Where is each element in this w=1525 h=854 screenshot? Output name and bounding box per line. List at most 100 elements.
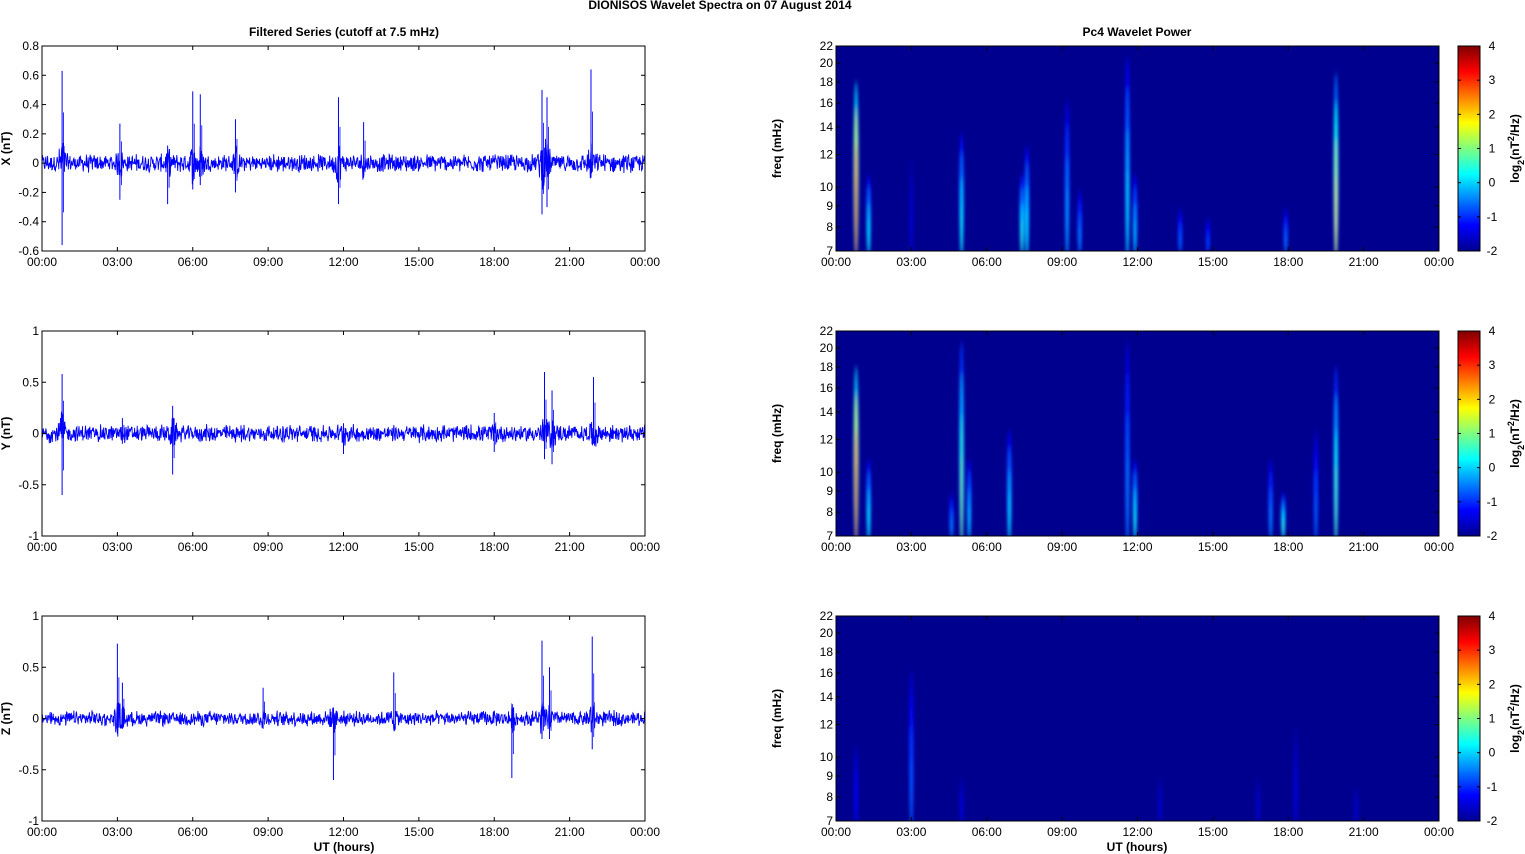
power-streak <box>1355 807 1357 821</box>
spec-xtick-label: 00:00 <box>821 825 851 839</box>
ytick-label: 9 <box>826 199 833 213</box>
spectrogram-background <box>836 616 1439 821</box>
ytick-label: 14 <box>820 405 834 419</box>
ytick-label: 12 <box>820 148 834 162</box>
spectrogram-background <box>836 46 1439 251</box>
spec-xtick-label: 15:00 <box>1198 255 1228 269</box>
ytick-label: 8 <box>826 790 833 804</box>
colorbar <box>1457 45 1481 252</box>
colorbar-tick-label: 2 <box>1489 677 1496 691</box>
spec-xtick-label: 12:00 <box>1122 825 1152 839</box>
ts-xtick-label: 00:00 <box>630 540 660 554</box>
spec-xtick-label: 06:00 <box>972 825 1002 839</box>
ytick-label: 0.4 <box>22 98 39 112</box>
ytick-label: -0.6 <box>18 244 39 258</box>
ts-xtick-label: 06:00 <box>178 825 208 839</box>
colorbar-tick-label: -2 <box>1487 244 1498 258</box>
ts-xtick-label: 15:00 <box>404 825 434 839</box>
ytick-label: 0.8 <box>22 39 39 53</box>
ytick-label: 16 <box>820 96 834 110</box>
ts-xtick-label: 18:00 <box>479 825 509 839</box>
ytick-label: 0 <box>32 712 39 726</box>
ts-xtick-label: 12:00 <box>328 540 358 554</box>
ytick-label: 8 <box>826 505 833 519</box>
spec-xtick-label: 03:00 <box>896 540 926 554</box>
trace-z <box>42 701 645 737</box>
ts-xtick-label: 09:00 <box>253 255 283 269</box>
spec-xtick-label: 15:00 <box>1198 540 1228 554</box>
colorbar-tick-label: 1 <box>1489 427 1496 441</box>
y-axis-label: freq (mHz) <box>770 119 784 178</box>
power-streak <box>855 788 857 821</box>
power-streak <box>1134 218 1136 251</box>
spec-xtick-label: 18:00 <box>1273 255 1303 269</box>
ts-xtick-label: 06:00 <box>178 540 208 554</box>
power-streak <box>1134 503 1136 536</box>
ytick-label: -1 <box>28 814 39 828</box>
ytick-label: -0.4 <box>18 215 39 229</box>
y-axis-label: X (nT) <box>0 132 13 166</box>
ytick-label: 0 <box>32 427 39 441</box>
power-streak <box>867 503 870 536</box>
x-axis-label-right: UT (hours) <box>1107 840 1168 854</box>
power-streak <box>950 518 953 536</box>
timeseries-panel-y: 10.50-0.5-100:00 03:00 06:00 09:00 12:00 15:0… <box>0 324 660 554</box>
power-streak <box>968 503 970 536</box>
ts-xtick-label: 18:00 <box>479 540 509 554</box>
ytick-label: 0.5 <box>22 660 39 674</box>
ytick-label: 9 <box>826 484 833 498</box>
right-column-title: Pc4 Wavelet Power <box>1083 25 1192 39</box>
power-streak <box>1126 169 1129 251</box>
colorbar-tick-label: -1 <box>1487 210 1498 224</box>
spec-xtick-label: 18:00 <box>1273 825 1303 839</box>
ts-xtick-label: 21:00 <box>555 255 585 269</box>
spec-xtick-label: 06:00 <box>972 255 1002 269</box>
y-axis-label: Y (nT) <box>0 417 13 451</box>
spec-xtick-label: 09:00 <box>1047 540 1077 554</box>
timeseries-panel-z: 10.50-0.5-100:00 03:00 06:00 09:00 12:00 15:0… <box>0 609 660 839</box>
ytick-label: 0.5 <box>22 375 39 389</box>
colorbar-tick-label: 0 <box>1489 176 1496 190</box>
ts-xtick-label: 12:00 <box>328 255 358 269</box>
ts-xtick-label: 21:00 <box>555 825 585 839</box>
ytick-label: 18 <box>820 645 834 659</box>
colorbar-label: log2(nT2/Hz) <box>1506 399 1525 468</box>
ytick-label: 9 <box>826 769 833 783</box>
spec-xtick-label: 12:00 <box>1122 255 1152 269</box>
x-axis-label-left: UT (hours) <box>314 840 375 854</box>
ytick-label: 12 <box>820 433 834 447</box>
power-streak <box>1295 782 1297 821</box>
colorbar-tick-label: -1 <box>1487 495 1498 509</box>
ts-xtick-label: 15:00 <box>404 255 434 269</box>
ytick-label: 22 <box>820 324 834 338</box>
ytick-label: -0.2 <box>18 185 39 199</box>
streaks <box>853 56 1339 251</box>
ytick-label: 20 <box>820 56 834 70</box>
colorbar-tick-label: 2 <box>1489 392 1496 406</box>
power-streak <box>867 218 870 251</box>
colorbar-tick-label: -1 <box>1487 780 1498 794</box>
colorbar-tick-label: 1 <box>1489 142 1496 156</box>
colorbar <box>1457 330 1481 537</box>
ytick-label: 0 <box>32 156 39 170</box>
ytick-label: 10 <box>820 750 834 764</box>
ytick-label: 14 <box>820 120 834 134</box>
power-streak <box>1315 491 1317 536</box>
y-axis-label: freq (mHz) <box>770 404 784 463</box>
colorbar-tick-label: -2 <box>1487 529 1498 543</box>
ytick-label: 0.2 <box>22 127 39 141</box>
ytick-label: 0.6 <box>22 68 39 82</box>
colorbar-tick-label: 3 <box>1489 358 1496 372</box>
colorbar-label: log2(nT2/Hz) <box>1506 114 1525 183</box>
power-streak <box>1066 187 1068 251</box>
power-streak <box>1335 464 1337 536</box>
ytick-label: -1 <box>28 529 39 543</box>
colorbar-tick-label: 4 <box>1489 324 1496 338</box>
power-streak <box>960 803 963 821</box>
spec-xtick-label: 00:00 <box>1424 540 1454 554</box>
power-streak <box>1079 225 1081 251</box>
ytick-label: 18 <box>820 75 834 89</box>
spec-xtick-label: 12:00 <box>1122 540 1152 554</box>
